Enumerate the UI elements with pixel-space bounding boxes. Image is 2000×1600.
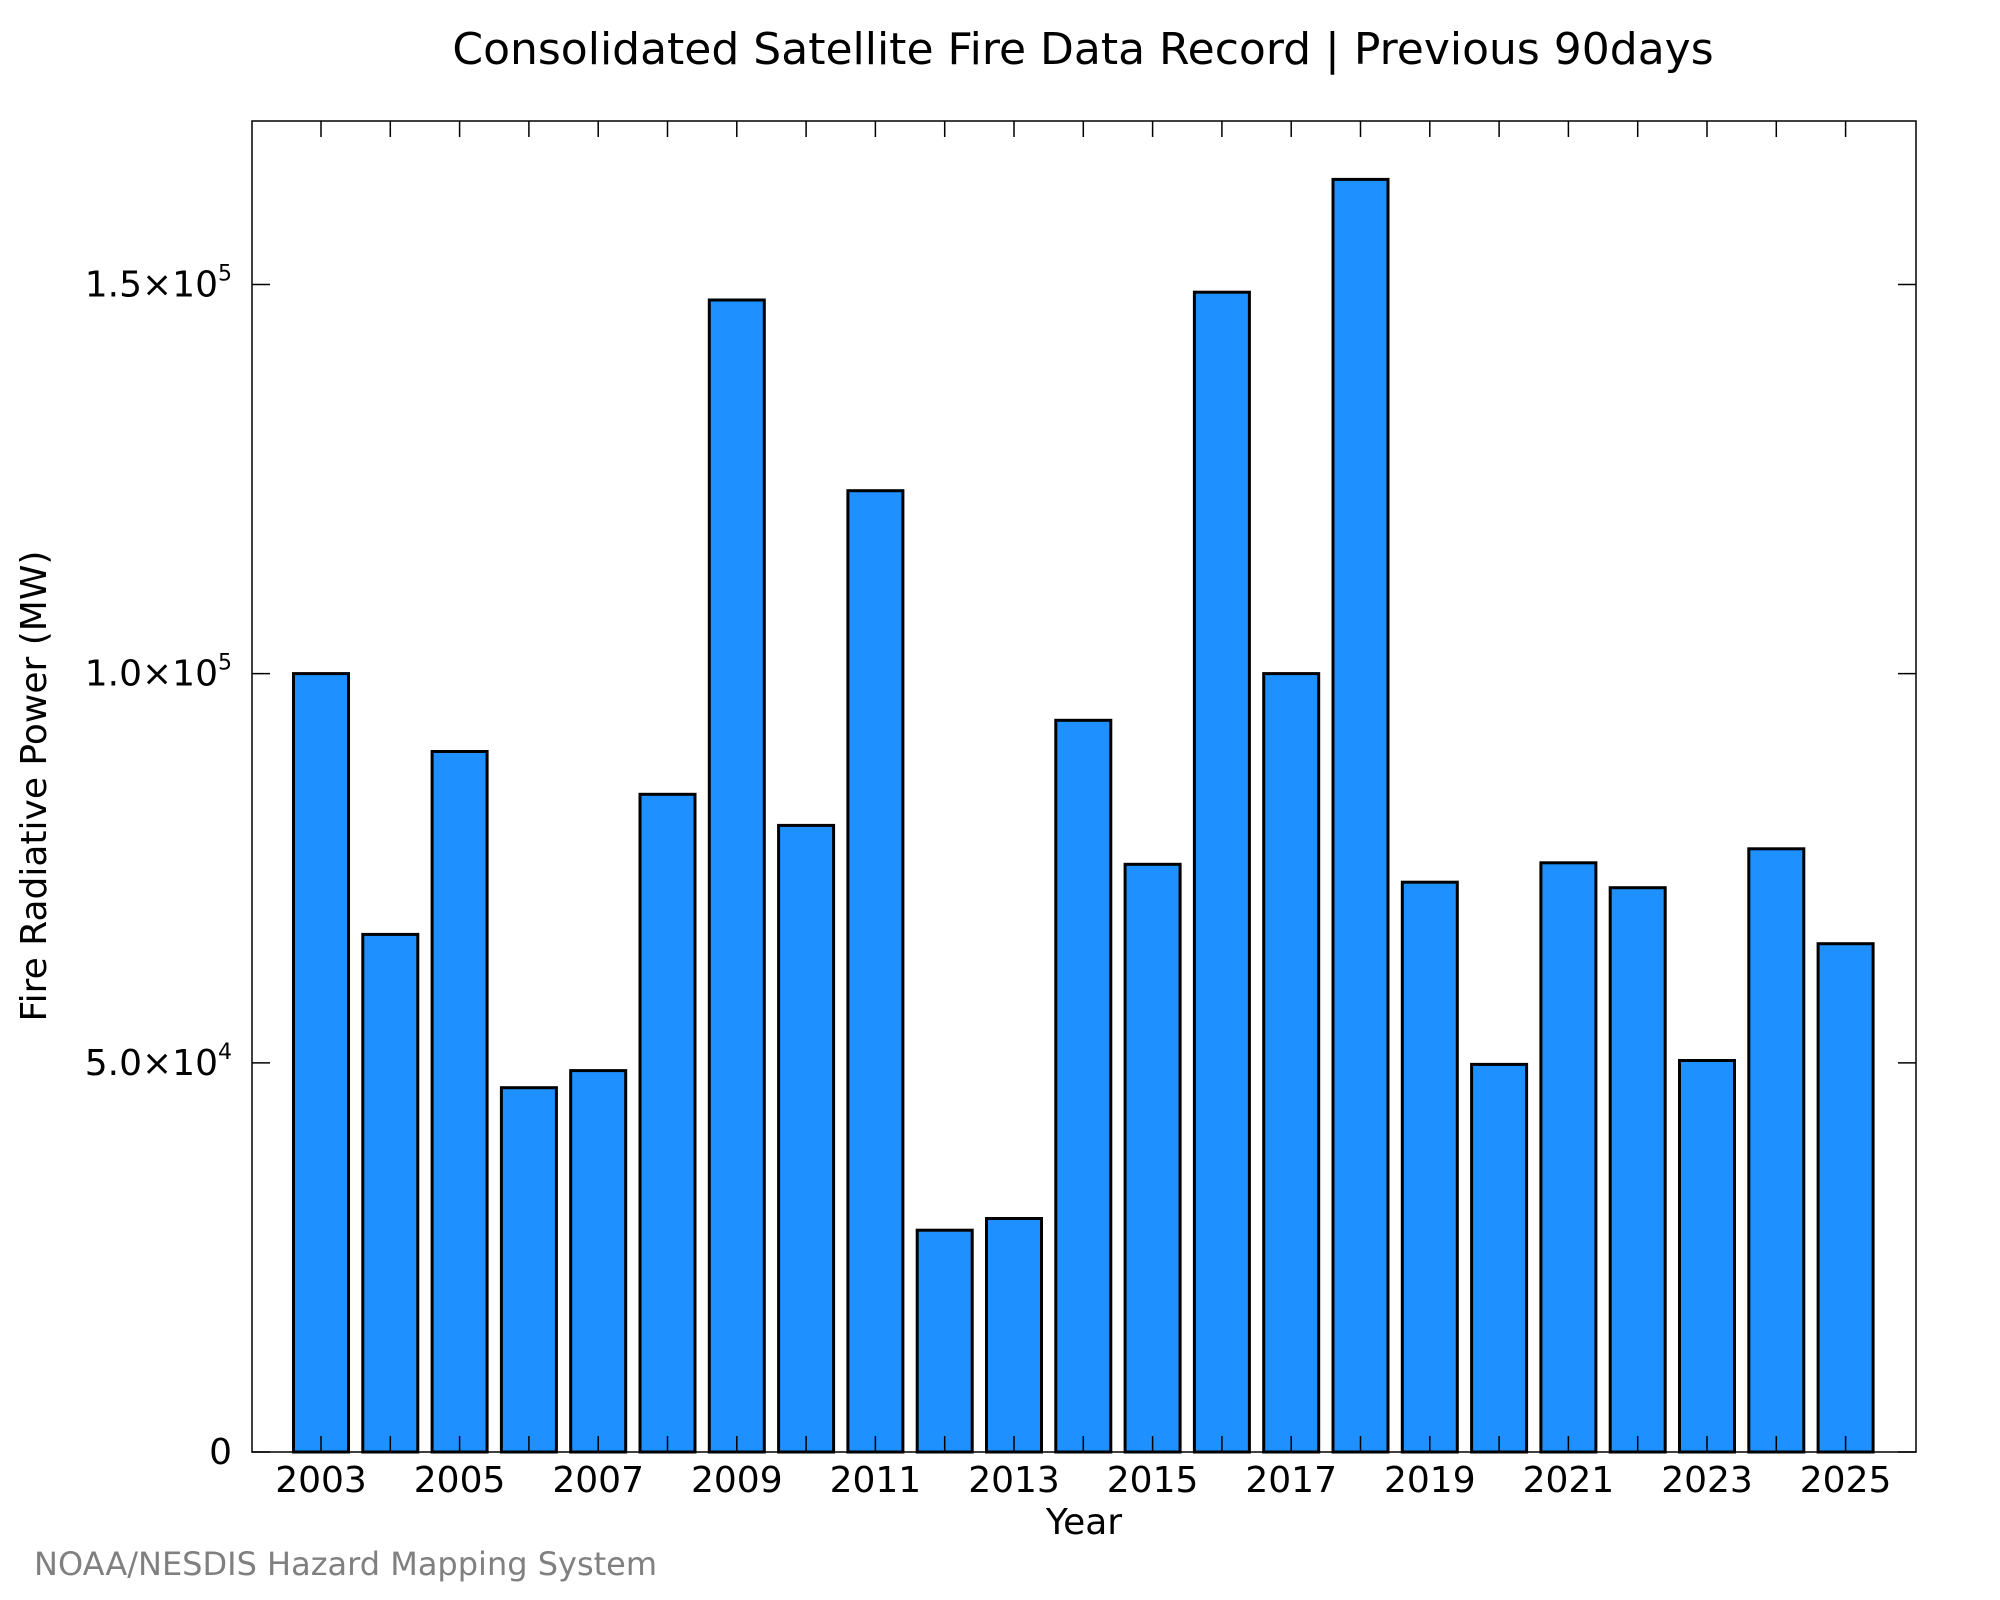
- bar-2017: [1262, 672, 1321, 1454]
- bar-2016: [1192, 290, 1251, 1454]
- y-axis-ticks: 0 5.0×104 1.0×105 1.5×105: [85, 261, 1916, 1473]
- bar-2004: [361, 932, 420, 1454]
- bar-2007: [569, 1069, 628, 1454]
- bar-2003: [292, 672, 350, 1454]
- y-tick-label-3: 1.5×105: [85, 261, 232, 305]
- x-tick-label-2007: 2007: [552, 1460, 644, 1501]
- x-tick-label-2021: 2021: [1523, 1460, 1615, 1501]
- bar-2019: [1400, 880, 1459, 1454]
- bar-2024: [1747, 847, 1806, 1454]
- bar-2015: [1123, 862, 1182, 1454]
- y-tick-label-1: 5.0×104: [85, 1040, 232, 1084]
- bar-2006: [499, 1086, 558, 1454]
- x-tick-label-2019: 2019: [1384, 1460, 1476, 1501]
- x-tick-label-2005: 2005: [414, 1460, 506, 1501]
- plot-area: 2003 2005 2007 2009 2011 2013 2015 2017 2019 2021…: [85, 120, 1917, 1501]
- x-tick-label-2023: 2023: [1661, 1460, 1753, 1501]
- source-credit: NOAA/NESDIS Hazard Mapping System: [34, 1545, 657, 1583]
- y-axis-label: Fire Radiative Power (MW): [14, 551, 55, 1022]
- x-tick-label-2003: 2003: [275, 1460, 367, 1501]
- bar-2013: [985, 1217, 1043, 1454]
- y-tick-label-2: 1.0×105: [85, 651, 232, 695]
- x-tick-label-2011: 2011: [830, 1460, 922, 1501]
- chart-title: Consolidated Satellite Fire Data Record …: [452, 24, 1713, 75]
- bar-2009: [707, 298, 766, 1454]
- bar-2020: [1470, 1062, 1529, 1454]
- bar-2022: [1608, 886, 1667, 1454]
- bar-2010: [777, 823, 836, 1454]
- bar-2025: [1816, 942, 1875, 1454]
- bar-2021: [1539, 861, 1598, 1454]
- x-tick-label-2009: 2009: [691, 1460, 783, 1501]
- x-tick-label-2015: 2015: [1107, 1460, 1199, 1501]
- bar-2011: [846, 489, 905, 1454]
- bar-2008: [638, 792, 697, 1454]
- bar-2012: [915, 1228, 974, 1454]
- x-axis-ticks: 2003 2005 2007 2009 2011 2013 2015 2017 2019 2021…: [275, 121, 1891, 1501]
- bars-group: [292, 177, 1875, 1454]
- x-tick-label-2025: 2025: [1800, 1460, 1892, 1501]
- x-tick-label-2013: 2013: [968, 1460, 1060, 1501]
- bar-2023: [1678, 1059, 1736, 1454]
- y-tick-label-0: 0: [209, 1432, 232, 1473]
- bar-2014: [1054, 718, 1113, 1454]
- bar-2018: [1331, 177, 1390, 1454]
- x-axis-label: Year: [1045, 1502, 1122, 1543]
- bar-2005: [430, 750, 489, 1454]
- x-tick-label-2017: 2017: [1245, 1460, 1337, 1501]
